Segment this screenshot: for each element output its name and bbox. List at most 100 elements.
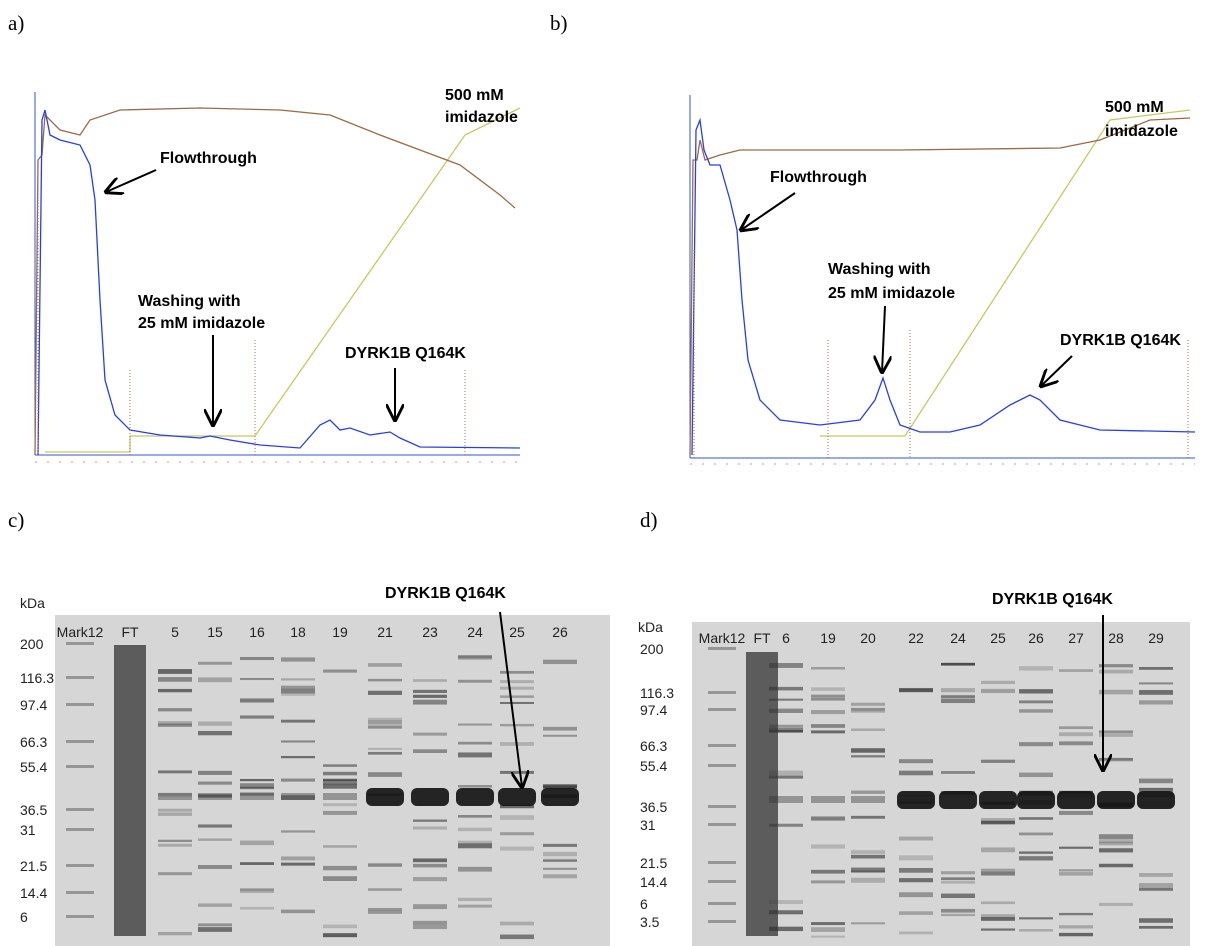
band (198, 677, 232, 683)
band (158, 872, 192, 876)
band (500, 770, 534, 774)
band (281, 685, 315, 690)
band (708, 764, 736, 767)
conductivity-trace (689, 117, 1191, 456)
band (411, 788, 449, 806)
band (899, 759, 933, 764)
band (413, 925, 447, 930)
band (981, 688, 1015, 694)
lane-label: 22 (908, 630, 924, 646)
band (323, 865, 357, 871)
band (413, 689, 447, 693)
band (240, 888, 274, 891)
band (240, 656, 274, 661)
band (939, 791, 977, 809)
band (198, 721, 232, 726)
band (281, 795, 315, 800)
band (811, 694, 845, 698)
band (1019, 772, 1053, 778)
band (198, 661, 232, 665)
band (66, 828, 94, 831)
band (500, 701, 534, 704)
band (1057, 791, 1095, 809)
band (240, 840, 274, 846)
band (543, 784, 577, 789)
event-marks (37, 170, 466, 455)
lane-label: 21 (377, 624, 393, 640)
band (851, 702, 885, 706)
band (1059, 846, 1093, 849)
band (851, 748, 885, 753)
gel: Mark12 FT 6 19 20 22 24 25 26 27 28 29 200 116.397.4 6… (638, 591, 1190, 946)
lane-label: 25 (509, 624, 525, 640)
band (979, 791, 1017, 809)
band (281, 719, 315, 723)
band (413, 920, 447, 926)
uv-trace (37, 109, 521, 456)
band (413, 863, 447, 868)
annotation: 500 mM (1105, 99, 1164, 116)
band (368, 747, 402, 750)
conductivity-trace (34, 107, 516, 456)
band (941, 771, 975, 774)
band (769, 687, 803, 691)
arrow (741, 192, 796, 230)
lane-label: 19 (820, 630, 836, 646)
band (158, 839, 192, 842)
marker-label: 14.4 (640, 874, 667, 890)
band (458, 741, 492, 745)
band (1099, 757, 1133, 762)
band (158, 723, 192, 727)
band (323, 933, 357, 938)
band (708, 920, 736, 923)
band (1099, 669, 1133, 674)
lane-label: 5 (171, 624, 179, 640)
band (708, 744, 736, 747)
band (851, 877, 885, 883)
band (240, 698, 274, 703)
band (899, 931, 933, 935)
band (1099, 689, 1133, 695)
band (458, 752, 492, 758)
band (281, 862, 315, 866)
band (198, 923, 232, 927)
band (981, 871, 1015, 876)
chromatogram: Flowthrough Washing with 25 mM imidazole… (34, 87, 521, 463)
band (811, 697, 845, 701)
band (543, 734, 577, 737)
band (458, 843, 492, 849)
band (458, 897, 492, 902)
marker-label: 36.5 (640, 799, 667, 815)
band (769, 823, 803, 827)
band (458, 815, 492, 818)
band (240, 793, 274, 796)
band (66, 915, 94, 918)
band (1019, 666, 1053, 671)
marker-label: 21.5 (20, 858, 47, 874)
band (158, 721, 192, 726)
band (708, 805, 736, 808)
band (281, 678, 315, 681)
band (158, 931, 192, 936)
band (1139, 787, 1173, 793)
band (1059, 741, 1093, 746)
band (769, 727, 803, 732)
band (1059, 669, 1093, 672)
band (1099, 834, 1133, 839)
band (240, 792, 274, 795)
band (323, 810, 357, 815)
band (851, 796, 885, 803)
band (458, 866, 492, 872)
band (240, 888, 274, 893)
band (240, 862, 274, 865)
annotation: DYRK1B Q164K (385, 585, 506, 602)
band (1059, 810, 1093, 815)
band (1099, 664, 1133, 668)
band (413, 858, 447, 863)
lane-label: 18 (290, 624, 306, 640)
band (500, 804, 534, 809)
band (851, 728, 885, 731)
band (851, 922, 885, 925)
band (1139, 667, 1173, 670)
